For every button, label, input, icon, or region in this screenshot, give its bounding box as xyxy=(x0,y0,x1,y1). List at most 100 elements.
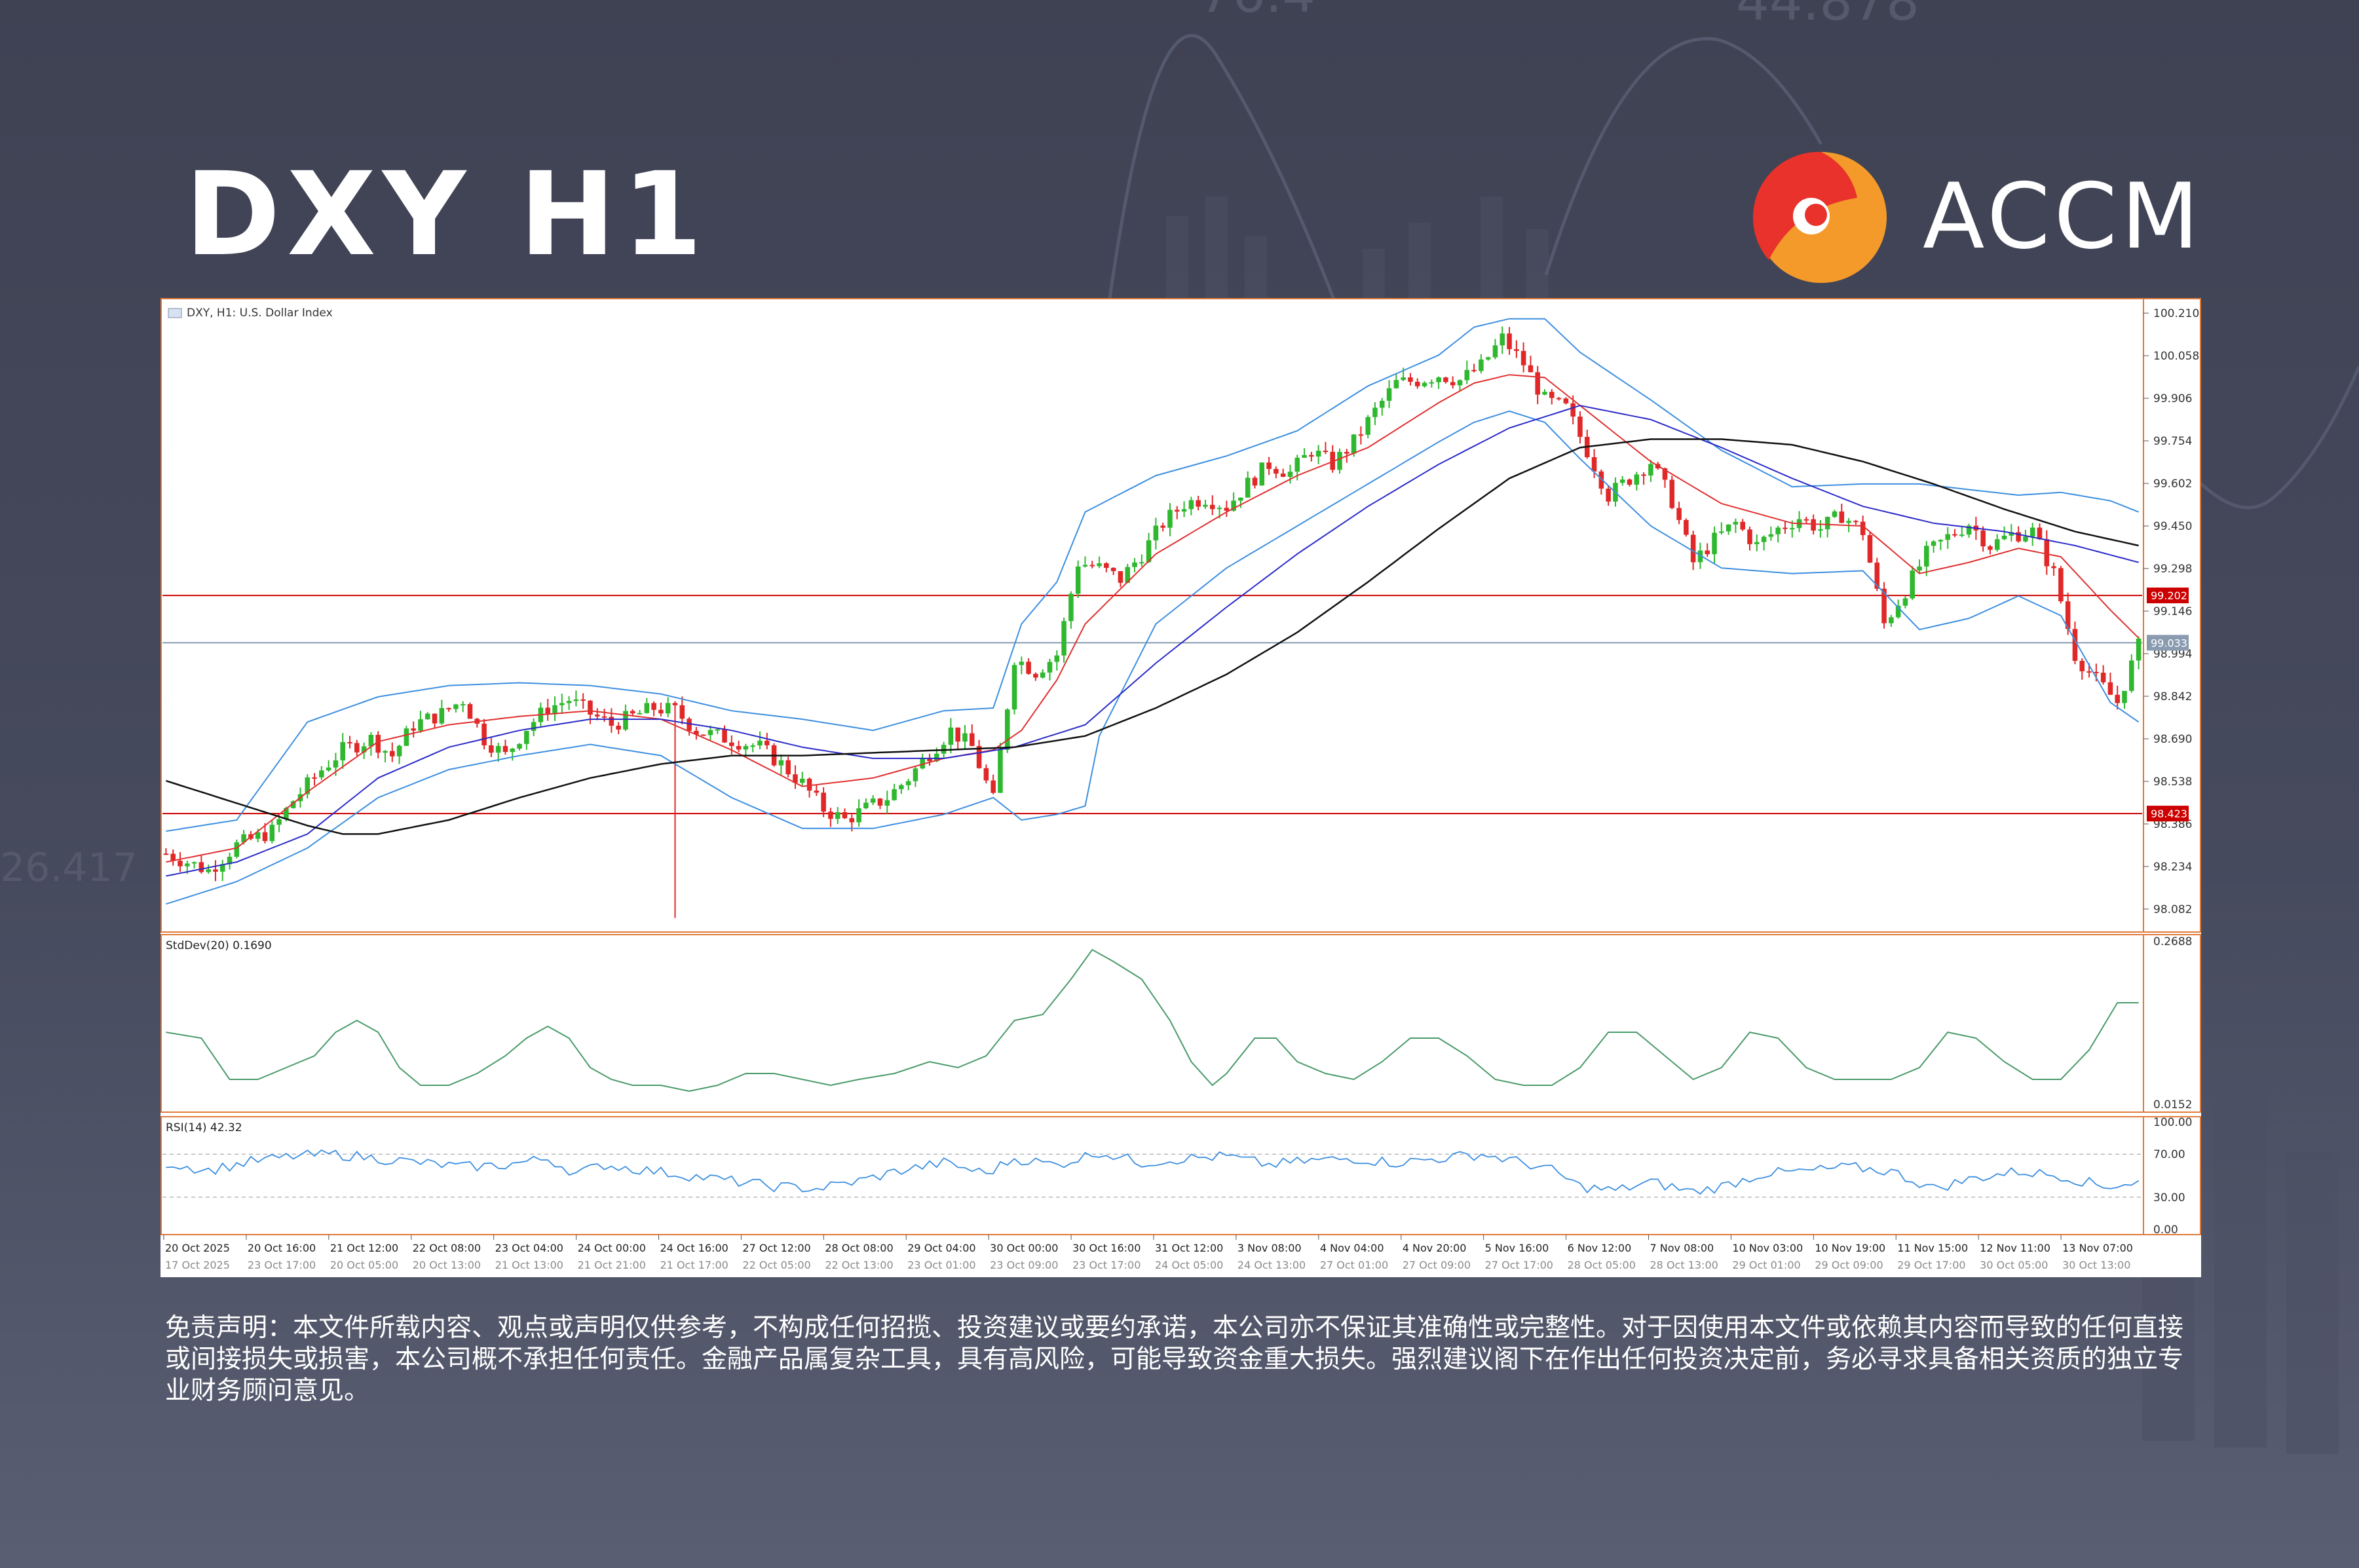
candle-body xyxy=(1309,455,1314,457)
rsi-indicator: RSI(14) 42.32 100.00 70.00 30.00 0.00 xyxy=(160,1116,2201,1237)
time-axis: 20 Oct 2025 20 Oct 16:00 21 Oct 12:00 22 Oc… xyxy=(163,1235,2133,1271)
time-tick-label: 11 Nov 15:00 xyxy=(1897,1242,1968,1254)
candle-body xyxy=(799,778,805,783)
candle-body xyxy=(757,740,763,746)
candle-body xyxy=(1684,519,1689,535)
candle-body xyxy=(1733,521,1739,525)
candle-body xyxy=(1224,508,1230,511)
level-price-label: 98.423 xyxy=(2151,808,2187,820)
candle-body xyxy=(396,745,402,756)
candle-body xyxy=(2037,527,2043,540)
candle-body xyxy=(1047,662,1053,673)
candle-body xyxy=(1089,565,1095,567)
candle-body xyxy=(1881,588,1887,624)
candle-body xyxy=(340,742,345,760)
stddev-label: StdDev(20) 0.1690 xyxy=(166,939,272,952)
candle-body xyxy=(948,727,954,745)
candle-body xyxy=(905,781,911,785)
candle-body xyxy=(206,869,211,872)
candle-body xyxy=(1011,665,1017,710)
candle-body xyxy=(467,704,473,719)
candle-body xyxy=(998,749,1003,793)
watermark-number: 44.878 xyxy=(1736,0,1919,32)
candle-body xyxy=(1097,563,1102,567)
candle-body xyxy=(411,728,416,731)
candle-body xyxy=(383,751,388,753)
candle-body xyxy=(687,719,692,731)
candle-body xyxy=(1330,451,1335,470)
candle-body xyxy=(1606,488,1611,502)
time-tick-sublabel: 28 Oct 05:00 xyxy=(1568,1259,1636,1271)
candle-body xyxy=(764,740,770,745)
candle-body xyxy=(2107,682,2113,695)
candle-body xyxy=(481,723,487,746)
candle-body xyxy=(1181,509,1187,512)
time-tick-label: 3 Nov 08:00 xyxy=(1237,1242,1302,1254)
candles xyxy=(163,326,2142,918)
stddev-panel-border xyxy=(160,934,2201,1113)
price-tick-label: 98.690 xyxy=(2153,733,2192,746)
candle-body xyxy=(1379,400,1385,408)
candle-body xyxy=(1761,536,1767,542)
candle-body xyxy=(361,746,367,753)
candle-body xyxy=(219,864,225,872)
candle-body xyxy=(446,708,451,710)
candle-body xyxy=(2115,694,2121,703)
candle-body xyxy=(700,734,706,736)
candle-body xyxy=(1408,377,1413,382)
candle-body xyxy=(1238,497,1243,501)
price-tick-label: 100.210 xyxy=(2153,307,2199,320)
candle-body xyxy=(1068,593,1074,622)
candle-body xyxy=(1464,369,1470,381)
candle-body xyxy=(1061,621,1066,656)
main-chart-border xyxy=(160,298,2201,933)
candle-body xyxy=(1422,383,1427,386)
price-tick-label: 99.906 xyxy=(2153,392,2192,405)
time-tick-sublabel: 29 Oct 01:00 xyxy=(1732,1259,1800,1271)
candle-body xyxy=(955,727,960,742)
time-tick-sublabel: 23 Oct 17:00 xyxy=(1072,1259,1141,1271)
candle-body xyxy=(1436,377,1441,383)
candle-body xyxy=(326,767,331,771)
candle-body xyxy=(2016,532,2021,542)
rsi-panel-border xyxy=(160,1116,2201,1235)
time-tick-label: 4 Nov 20:00 xyxy=(1403,1242,1467,1254)
candle-body xyxy=(502,745,508,753)
time-tick-label: 29 Oct 04:00 xyxy=(907,1242,975,1254)
candle-body xyxy=(1563,398,1569,403)
candle-body xyxy=(1853,521,1859,523)
candle-body xyxy=(432,713,438,724)
candle-body xyxy=(1245,477,1251,498)
candle-body xyxy=(453,704,459,709)
candle-body xyxy=(1315,451,1321,457)
candle-body xyxy=(284,808,289,819)
time-tick-label: 22 Oct 08:00 xyxy=(413,1242,481,1254)
candle-body xyxy=(665,703,671,714)
series-line-ma_blue xyxy=(166,405,2139,877)
price-tick-label: 99.450 xyxy=(2153,520,2192,533)
candle-body xyxy=(1980,530,1986,547)
candle-body xyxy=(1160,525,1165,528)
candle-body xyxy=(609,717,614,726)
rsi-tick-label: 30.00 xyxy=(2153,1191,2185,1204)
time-tick-sublabel: 21 Oct 21:00 xyxy=(578,1259,646,1271)
candle-body xyxy=(1217,508,1222,510)
candle-body xyxy=(1662,468,1668,480)
candle-body xyxy=(1507,333,1512,350)
candle-body xyxy=(1811,519,1816,531)
candle-body xyxy=(489,745,494,753)
time-tick-label: 31 Oct 12:00 xyxy=(1155,1242,1223,1254)
candle-body xyxy=(1471,369,1477,371)
accm-logo xyxy=(1752,151,1887,283)
candle-body xyxy=(1132,562,1137,567)
candle-body xyxy=(778,760,784,766)
candle-body xyxy=(1676,508,1682,520)
candle-body xyxy=(1344,451,1349,454)
candle-body xyxy=(884,800,890,806)
candle-body xyxy=(856,808,861,823)
candle-body xyxy=(976,746,982,768)
candle-body xyxy=(899,785,904,789)
candle-body xyxy=(241,834,246,843)
candle-body xyxy=(517,743,522,749)
candle-body xyxy=(1323,451,1329,453)
